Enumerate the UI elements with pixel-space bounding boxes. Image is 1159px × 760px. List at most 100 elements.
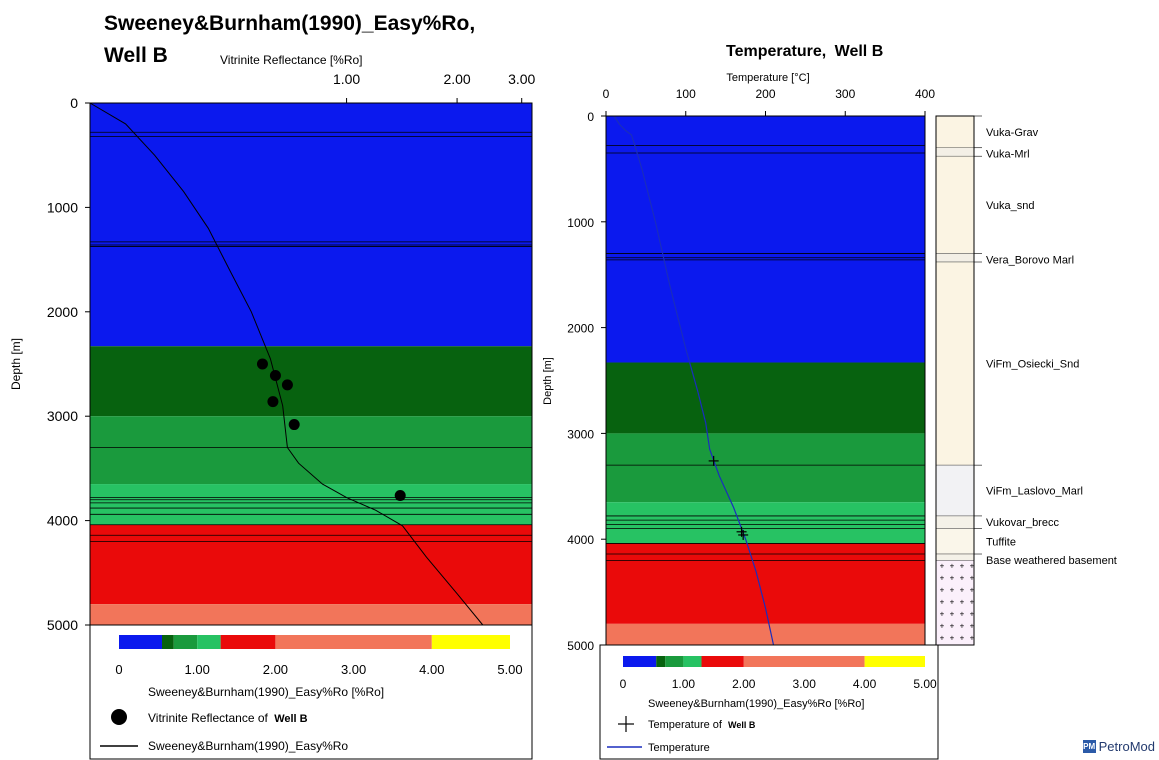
- basement-pattern-mark: +: [940, 621, 945, 630]
- vitrinite-ytick-label: 4000: [47, 513, 78, 529]
- temperature-band-2: [606, 433, 925, 503]
- legend-item-vitrinite-reflectance: Vitrinite Reflectance of Well B: [148, 711, 308, 725]
- temperature-colorbar-tick-label: 4.00: [853, 677, 877, 691]
- lithology-label: Tuffite: [986, 536, 1016, 548]
- lithology-layer: [935, 464, 975, 517]
- basement-pattern-mark: +: [960, 597, 965, 606]
- vitrinite-colorbar-label: Sweeney&Burnham(1990)_Easy%Ro [%Ro]: [148, 685, 384, 699]
- temperature-ytick-label: 2000: [567, 322, 594, 336]
- vitrinite-measurement-point: [256, 358, 268, 370]
- temperature-y-axis-label: Depth [m]: [542, 357, 554, 405]
- lithology-column: + + + ++ + + ++ + + ++ + + ++ + + ++ + + ++ + + + Vuka-GravVu…: [935, 115, 1117, 646]
- vitrinite-band-4: [90, 524, 532, 605]
- petromod-logo: PM PetroMod: [1082, 739, 1155, 754]
- temperature-ytick-label: 1000: [567, 216, 594, 230]
- vitrinite-colorbar-ticks: 0 1.00 2.00 3.00 4.00 5.00: [115, 662, 522, 677]
- vitrinite-colorbar-segment-5: [275, 635, 432, 649]
- basement-pattern-mark: +: [950, 573, 955, 582]
- vitrinite-xtick-label: 2.00: [443, 71, 470, 87]
- lithology-layer: [935, 253, 975, 263]
- vitrinite-colorbar-tick-label: 4.00: [419, 662, 444, 677]
- vitrinite-measurement-point: [269, 369, 281, 381]
- temperature-chart-title: Temperature, Well B: [726, 43, 883, 60]
- lithology-label: Vuka-Grav: [986, 127, 1039, 139]
- basement-pattern-mark: +: [960, 561, 965, 570]
- vitrinite-measurement-point: [281, 379, 293, 391]
- lithology-label: Vuka-Mrl: [986, 149, 1030, 161]
- temperature-ytick-label: 4000: [567, 533, 594, 547]
- vitrinite-chart-title: Sweeney&Burnham(1990)_Easy%Ro,: [104, 12, 475, 35]
- temperature-xtick-label: 200: [755, 87, 775, 101]
- vitrinite-colorbar-tick-label: 5.00: [497, 662, 522, 677]
- temperature-xtick-label: 100: [676, 87, 696, 101]
- vitrinite-chart-title-well: Well B: [104, 44, 168, 67]
- basement-pattern-mark: +: [970, 621, 975, 630]
- temperature-measurement-cross: [738, 529, 749, 540]
- temperature-colorbar-tick-label: 3.00: [793, 677, 817, 691]
- temperature-colorbar-segment-3: [683, 656, 702, 667]
- lithology-label: ViFm_Laslovo_Marl: [986, 486, 1083, 498]
- vitrinite-colorbar-tick-label: 2.00: [263, 662, 288, 677]
- vitrinite-colorbar-segment-2: [173, 635, 198, 649]
- legend-dot-symbol: [111, 709, 127, 725]
- temperature-colorbar-segment-0: [623, 656, 657, 667]
- temperature-band-3: [606, 502, 925, 544]
- vitrinite-xtick-label: 3.00: [508, 71, 535, 87]
- legend-item-easy-ro: Sweeney&Burnham(1990)_Easy%Ro: [148, 739, 348, 753]
- temperature-band-4: [606, 543, 925, 624]
- vitrinite-ytick-label: 3000: [47, 408, 78, 424]
- temperature-chart: Temperature, Well B Temperature [°C] Dep…: [542, 43, 1117, 760]
- basement-pattern-mark: +: [960, 609, 965, 618]
- vitrinite-series: [89, 102, 484, 626]
- temperature-xtick-label: 400: [915, 87, 935, 101]
- temperature-colorbar-segment-2: [665, 656, 684, 667]
- basement-pattern-mark: +: [970, 585, 975, 594]
- vitrinite-colorbar-segment-1: [162, 635, 174, 649]
- easy-ro-curve: [89, 102, 484, 626]
- vitrinite-y-ticks: 0 1000 2000 3000 4000 5000: [47, 95, 90, 633]
- vitrinite-x-ticks: 1.00 2.00 3.00: [333, 71, 536, 103]
- temperature-xtick-label: 0: [603, 87, 610, 101]
- lithology-label: Vuka_snd: [986, 200, 1035, 212]
- vitrinite-colorbar: [119, 635, 510, 649]
- basement-pattern-mark: +: [960, 585, 965, 594]
- vitrinite-colorbar-segment-4: [220, 635, 276, 649]
- basement-pattern-mark: +: [970, 573, 975, 582]
- basement-pattern-mark: +: [950, 585, 955, 594]
- temperature-ytick-label: 5000: [567, 639, 594, 653]
- lithology-layer: [935, 560, 975, 646]
- temperature-legend-panel: 0 1.00 2.00 3.00 4.00 5.00 Sweeney&Burnham(19…: [599, 644, 939, 760]
- vitrinite-measurement-point: [394, 490, 406, 502]
- vitrinite-band-1: [90, 346, 532, 417]
- vitrinite-band-3: [90, 484, 532, 525]
- lithology-layer: [935, 515, 975, 529]
- basement-pattern-mark: +: [970, 609, 975, 618]
- basement-pattern-mark: +: [940, 597, 945, 606]
- vitrinite-ytick-label: 2000: [47, 304, 78, 320]
- temperature-band-5: [606, 623, 925, 645]
- lithology-layer: [935, 147, 975, 157]
- temperature-xtick-label: 300: [835, 87, 855, 101]
- vitrinite-band-2: [90, 416, 532, 485]
- temperature-colorbar-segment-6: [864, 656, 925, 667]
- temperature-curve: [613, 115, 775, 646]
- vitrinite-measurement-point: [288, 419, 300, 431]
- basement-pattern-mark: +: [950, 633, 955, 642]
- lithology-layer: [935, 528, 975, 555]
- temperature-y-ticks: 0 1000 2000 3000 4000 5000: [567, 110, 606, 653]
- legend-cross-symbol: [618, 716, 634, 732]
- temperature-ytick-label: 3000: [567, 427, 594, 441]
- lithology-layer: [935, 115, 975, 148]
- temperature-x-ticks: 0 100 200 300 400: [603, 87, 935, 116]
- temperature-horizon-lines: [606, 145, 925, 561]
- vitrinite-band-0: [90, 103, 532, 347]
- basement-pattern-mark: +: [940, 633, 945, 642]
- basement-pattern-mark: +: [940, 573, 945, 582]
- temperature-colorbar-segment-5: [743, 656, 865, 667]
- basement-pattern-mark: +: [960, 633, 965, 642]
- petromod-logo-icon: PM: [1082, 740, 1096, 753]
- legend-item-temperature-of-well: Temperature of Well B: [648, 719, 756, 731]
- vitrinite-measurement-point: [267, 396, 279, 408]
- basement-pattern-mark: +: [950, 597, 955, 606]
